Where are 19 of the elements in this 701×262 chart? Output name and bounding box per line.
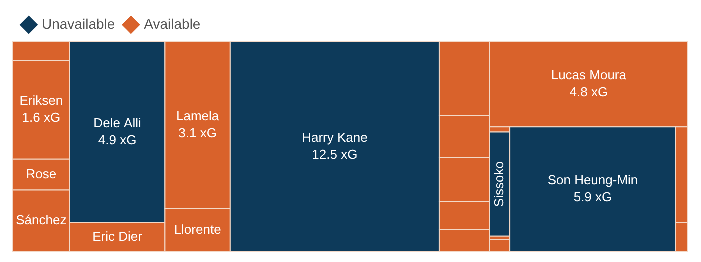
category-label: Dele Alli [94,115,142,130]
category-label: Son Heung-Min [548,172,638,188]
category-label: Rose [26,166,57,182]
category-label: Llorente [174,222,222,238]
category-label: Eriksen [20,93,64,108]
data-label: 5.9 xG [574,190,612,205]
category-label: Lamela [176,108,220,124]
category-label: Lucas Moura [551,68,628,83]
category-label: Harry Kane [302,130,368,146]
data-label: 4.8 xG [570,84,608,100]
legend-label: Available [144,16,201,32]
data-label: 1.6 xG [22,110,61,126]
data-label: 3.1 xG [178,126,217,141]
data-label: 12.5 xG [312,147,358,162]
data-label: 4.9 xG [98,132,137,148]
category-label: Sissoko [492,162,507,208]
legend-label: Unavailable [42,16,116,32]
category-label: Eric Dier [92,228,144,244]
category-label: Sánchez [16,212,67,228]
